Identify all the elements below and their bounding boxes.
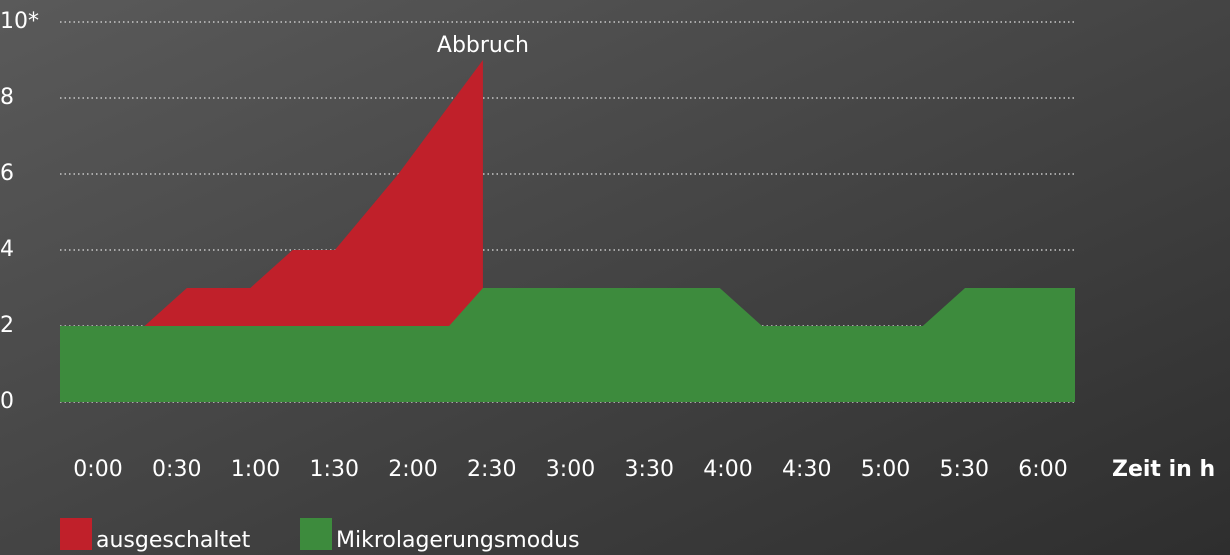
y-tick-label: 8 bbox=[0, 85, 14, 110]
annotation: Abbruch bbox=[437, 33, 529, 58]
x-tick-label: 4:30 bbox=[782, 457, 831, 482]
legend-swatch bbox=[300, 518, 332, 550]
x-tick-label: 6:00 bbox=[1018, 457, 1067, 482]
y-tick-label: 2 bbox=[0, 313, 14, 338]
y-tick-label: 6 bbox=[0, 161, 14, 186]
x-tick-label: 1:00 bbox=[231, 457, 280, 482]
x-tick-label: 1:30 bbox=[310, 457, 359, 482]
x-tick-label: 5:30 bbox=[940, 457, 989, 482]
y-tick-label: 0 bbox=[0, 389, 14, 414]
x-tick-label: 3:00 bbox=[546, 457, 595, 482]
y-tick-label: 4 bbox=[0, 237, 14, 262]
y-tick-label: 10* bbox=[0, 9, 39, 34]
chart: 0 2 4 6 8 10* 0:00 0:30 1:00 1:30 2:00 2:30 3:00 3:30… bbox=[0, 0, 1230, 555]
legend-label: ausgeschaltet bbox=[96, 528, 251, 553]
x-tick-label: 5:00 bbox=[861, 457, 910, 482]
x-tick-label: 0:00 bbox=[73, 457, 122, 482]
x-tick-label: 2:30 bbox=[467, 457, 516, 482]
x-axis-label: Zeit in h bbox=[1112, 457, 1215, 482]
x-tick-label: 0:30 bbox=[152, 457, 201, 482]
x-tick-label: 3:30 bbox=[625, 457, 674, 482]
x-tick-label: 4:00 bbox=[703, 457, 752, 482]
legend-label: Mikrolagerungsmodus bbox=[336, 528, 580, 553]
x-tick-label: 2:00 bbox=[388, 457, 437, 482]
legend-swatch bbox=[60, 518, 92, 550]
